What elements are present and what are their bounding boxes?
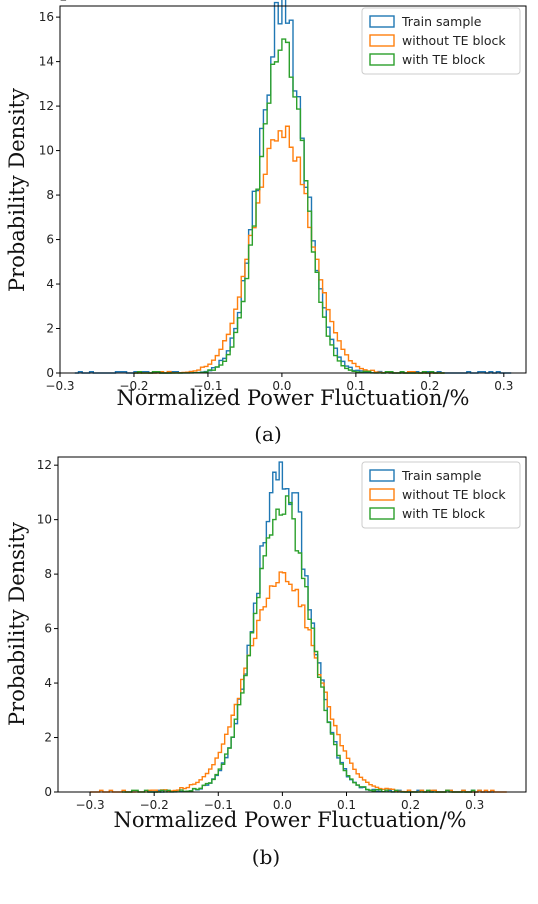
x-tick-label: −0.2 xyxy=(119,379,148,393)
y-axis-title: Probability Density xyxy=(5,522,29,726)
panel-caption: (a) xyxy=(254,422,282,446)
x-tick-label: −0.3 xyxy=(75,798,104,812)
x-tick-label: −0.1 xyxy=(193,379,222,393)
axis-ticks: −0.3 −0.2 −0.1 0.0 0.1 0.2 0.3 0 2 4 6 8 10 12 14 16 xyxy=(39,10,514,393)
legend-swatch xyxy=(369,507,395,520)
y-tick-label: 4 xyxy=(46,277,54,291)
legend-swatch xyxy=(369,488,395,501)
legend-swatch xyxy=(369,34,395,47)
x-tick-label: −0.1 xyxy=(204,798,233,812)
y-tick-label: 6 xyxy=(44,622,52,636)
clipped-header-fragment: p xyxy=(60,0,73,1)
y-tick-label: 8 xyxy=(46,188,54,202)
y-axis-title: Probability Density xyxy=(5,88,29,292)
legend-swatch xyxy=(369,53,395,66)
y-tick-label: 8 xyxy=(44,567,52,581)
plot-frame xyxy=(57,456,527,793)
y-tick-label: 12 xyxy=(39,99,54,113)
legend-label: with TE block xyxy=(402,52,486,67)
y-tick-label: 14 xyxy=(39,55,54,69)
histogram-series-2 xyxy=(90,571,507,793)
x-tick-label: 0.0 xyxy=(272,379,291,393)
histogram-series-2 xyxy=(133,125,445,374)
y-tick-label: 2 xyxy=(44,731,52,745)
x-tick-label: 0.2 xyxy=(401,798,420,812)
y-tick-label: 0 xyxy=(46,366,54,380)
x-tick-label: 0.1 xyxy=(337,798,356,812)
y-tick-label: 4 xyxy=(44,676,52,690)
x-axis-title: Normalized Power Fluctuation/% xyxy=(117,386,470,410)
axis-ticks: −0.3 −0.2 −0.1 0.0 0.1 0.2 0.3 0 2 4 6 8 10 12 xyxy=(37,458,485,812)
x-tick-label: 0.1 xyxy=(346,379,365,393)
y-tick-label: 2 xyxy=(46,322,54,336)
y-tick-label: 12 xyxy=(37,458,52,472)
x-tick-label: 0.3 xyxy=(494,379,513,393)
y-tick-label: 10 xyxy=(39,144,54,158)
legend-label: without TE block xyxy=(402,33,506,48)
legend-label: Train sample xyxy=(401,468,482,483)
x-axis-title: Normalized Power Fluctuation/% xyxy=(114,808,467,832)
y-tick-label: 16 xyxy=(39,10,54,24)
legend: Train sample without TE block with TE bloc… xyxy=(361,7,521,75)
y-tick-label: 6 xyxy=(46,233,54,247)
plot-frame xyxy=(59,5,527,374)
y-tick-label: 0 xyxy=(44,785,52,799)
x-tick-label: 0.3 xyxy=(465,798,484,812)
legend-box xyxy=(361,7,521,75)
x-tick-label: −0.3 xyxy=(45,379,74,393)
histogram-series-3 xyxy=(122,495,476,793)
histogram-series-3 xyxy=(133,38,445,374)
x-tick-label: 0.2 xyxy=(420,379,439,393)
legend-label: with TE block xyxy=(402,506,486,521)
legend-box xyxy=(361,461,521,529)
panel-a: −0.3 −0.2 −0.1 0.0 0.1 0.2 0.3 0 2 4 6 8 10 12 14 16 Tr… xyxy=(5,0,527,446)
panel-caption: (b) xyxy=(252,845,280,869)
x-tick-label: −0.2 xyxy=(140,798,169,812)
legend: Train sample without TE block with TE bloc… xyxy=(361,461,521,529)
panel-b: −0.3 −0.2 −0.1 0.0 0.1 0.2 0.3 0 2 4 6 8 10 12 Train … xyxy=(5,456,527,869)
legend-label: without TE block xyxy=(402,487,506,502)
y-tick-label: 10 xyxy=(37,513,52,527)
x-tick-label: 0.0 xyxy=(273,798,292,812)
legend-swatch xyxy=(369,15,395,28)
legend-swatch xyxy=(369,469,395,482)
legend-label: Train sample xyxy=(401,14,482,29)
